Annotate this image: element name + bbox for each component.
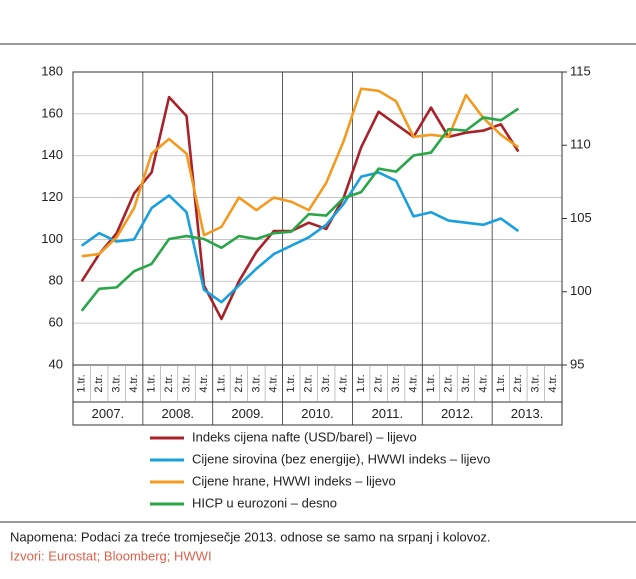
x-tick-label: 3.tr. [390, 374, 402, 392]
x-tick-label: 2.tr. [93, 374, 105, 392]
year-label: 2010. [301, 406, 334, 421]
x-tick-label: 1.tr. [285, 374, 297, 392]
x-tick-label: 3.tr. [530, 374, 542, 392]
legend-label: HICP u eurozoni – desno [192, 495, 337, 510]
source: Izvori: Eurostat; Bloomberg; HWWI [10, 548, 212, 563]
y-tick-label: 40 [49, 356, 63, 371]
y2-tick-label: 115 [570, 63, 591, 78]
x-tick-label: 4.tr. [338, 374, 350, 392]
x-tick-label: 2.tr. [303, 374, 315, 392]
x-tick-label: 3.tr. [111, 374, 123, 392]
y2-tick-label: 110 [570, 137, 591, 152]
x-tick-label: 4.tr. [407, 374, 419, 392]
x-tick-label: 1.tr. [425, 374, 437, 392]
x-tick-label: 3.tr. [250, 374, 262, 392]
x-tick-label: 3.tr. [180, 374, 192, 392]
year-label: 2011. [372, 406, 404, 421]
x-tick-label: 2.tr. [512, 374, 524, 392]
legend-label: Cijene hrane, HWWI indeks – lijevo [192, 473, 396, 488]
x-tick-label: 4.tr. [128, 374, 140, 392]
x-tick-label: 1.tr. [215, 374, 227, 392]
x-tick-label: 4.tr. [198, 374, 210, 392]
year-label: 2007. [92, 406, 125, 421]
series-line [81, 87, 520, 258]
legend-label: Cijene sirovina (bez energije), HWWI ind… [192, 451, 490, 466]
x-tick-label: 2.tr. [163, 374, 175, 392]
year-label: 2012. [441, 406, 474, 421]
series-line [80, 107, 520, 312]
y-tick-label: 120 [41, 189, 63, 204]
y-tick-label: 140 [41, 147, 63, 162]
x-tick-label: 3.tr. [460, 374, 472, 392]
x-tick-label: 4.tr. [268, 374, 280, 392]
y-tick-label: 80 [49, 273, 63, 288]
note: Napomena: Podaci za treće tromjesečje 20… [10, 529, 491, 544]
y2-tick-label: 105 [570, 210, 592, 225]
x-tick-label: 1.tr. [495, 374, 507, 392]
y-tick-label: 160 [41, 105, 63, 120]
x-tick-label: 4.tr. [547, 374, 559, 392]
x-tick-label: 2.tr. [442, 374, 454, 392]
x-tick-label: 1.tr. [355, 374, 367, 392]
x-tick-label: 2.tr. [373, 374, 385, 392]
y2-tick-label: 100 [570, 283, 592, 298]
legend-label: Indeks cijena nafte (USD/barel) – lijevo [192, 429, 417, 444]
x-tick-label: 2.tr. [233, 374, 245, 392]
year-label: 2009. [231, 406, 264, 421]
y2-tick-label: 95 [570, 356, 584, 371]
x-tick-label: 3.tr. [320, 374, 332, 392]
y-tick-label: 60 [49, 315, 63, 330]
year-label: 2008. [162, 406, 195, 421]
x-tick-label: 1.tr. [76, 374, 88, 392]
x-tick-label: 4.tr. [477, 374, 489, 392]
series-line [80, 171, 520, 304]
y-tick-label: 100 [41, 231, 63, 246]
x-tick-label: 1.tr. [145, 374, 157, 392]
year-label: 2013. [511, 406, 544, 421]
plot-frame [72, 71, 563, 426]
y-tick-label: 180 [41, 63, 63, 78]
